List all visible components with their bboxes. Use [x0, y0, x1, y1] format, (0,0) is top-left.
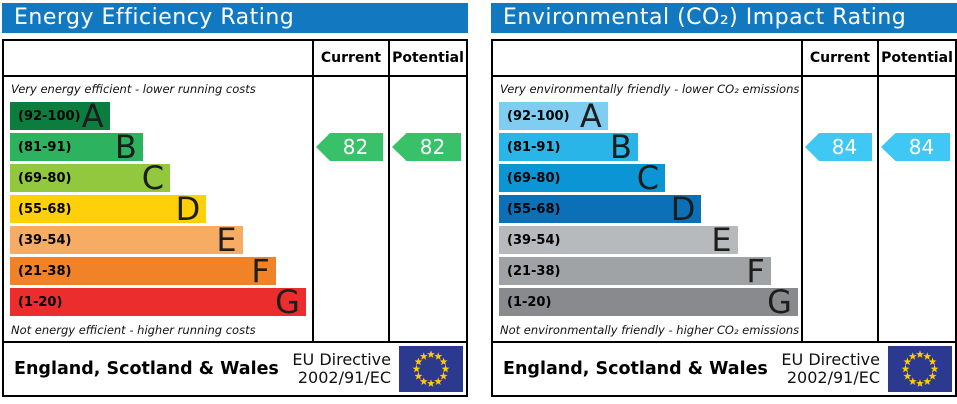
bottom-note: Not environmentally friendly - higher CO…	[500, 323, 800, 337]
empty-header-cell	[493, 41, 801, 75]
rating-table: Current Potential Very energy efficient …	[2, 39, 468, 397]
band-letter: C	[141, 159, 165, 197]
rating-band-a: (92-100) A	[499, 97, 801, 135]
rating-band-f: (21-38) F	[499, 252, 801, 290]
band-letter: F	[251, 252, 270, 290]
potential-column: 82	[388, 77, 466, 341]
band-letter: D	[670, 190, 696, 228]
rating-band-e: (39-54) E	[10, 221, 312, 259]
rating-band-e: (39-54) E	[499, 221, 801, 259]
band-range-label: (21-38)	[507, 263, 561, 279]
band-letter: G	[275, 283, 300, 321]
table-header-row: Current Potential	[493, 41, 955, 77]
band-range-label: (92-100)	[18, 108, 81, 124]
band-letter: F	[746, 252, 765, 290]
band-bar: (1-20) G	[499, 283, 798, 321]
band-range-label: (55-68)	[507, 201, 561, 217]
band-chart: (92-100) A (81-91) B (69-80) C (55-68) D (39-54)…	[499, 97, 801, 321]
potential-rating-arrow: 84	[881, 133, 950, 161]
rating-band-a: (92-100) A	[10, 97, 312, 135]
band-bar: (81-91) B	[499, 128, 638, 166]
eu-directive-label: EU Directive 2002/91/EC	[292, 350, 391, 387]
panel-title: Energy Efficiency Rating	[2, 3, 468, 33]
current-rating-arrow: 84	[805, 133, 872, 161]
band-bar: (1-20) G	[10, 283, 306, 321]
current-column: 84	[801, 77, 877, 341]
band-range-label: (81-91)	[507, 139, 561, 155]
region-label: England, Scotland & Wales	[14, 359, 279, 379]
band-bar: (92-100) A	[499, 97, 608, 135]
band-letter: B	[609, 128, 632, 166]
band-letter: E	[216, 221, 237, 259]
current-header: Current	[312, 41, 388, 75]
rating-band-c: (69-80) C	[499, 159, 801, 197]
band-bar: (69-80) C	[499, 159, 666, 197]
band-range-label: (1-20)	[507, 294, 552, 310]
potential-column: 84	[877, 77, 955, 341]
rating-band-b: (81-91) B	[499, 128, 801, 166]
current-column: 82	[312, 77, 388, 341]
potential-header: Potential	[877, 41, 955, 75]
band-bar: (39-54) E	[499, 221, 738, 259]
band-column: Very environmentally friendly - lower CO…	[493, 77, 801, 341]
band-bar: (55-68) D	[10, 190, 207, 228]
band-bar: (39-54) E	[10, 221, 243, 259]
bottom-note: Not energy efficient - higher running co…	[11, 323, 256, 337]
band-bar: (92-100) A	[10, 97, 110, 135]
band-range-label: (39-54)	[18, 232, 72, 248]
band-bar: (55-68) D	[499, 190, 702, 228]
band-letter: A	[81, 97, 104, 135]
panel-title: Environmental (CO₂) Impact Rating	[491, 3, 957, 33]
panel-footer: England, Scotland & Wales EU Directive 2…	[493, 341, 955, 395]
band-bar: (21-38) F	[499, 252, 771, 290]
band-range-label: (21-38)	[18, 263, 72, 279]
rating-band-c: (69-80) C	[10, 159, 312, 197]
band-range-label: (69-80)	[18, 170, 72, 186]
top-note: Very energy efficient - lower running co…	[11, 82, 256, 96]
band-range-label: (1-20)	[18, 294, 63, 310]
band-letter: C	[636, 159, 660, 197]
band-letter: A	[579, 97, 602, 135]
band-letter: B	[114, 128, 137, 166]
band-bar: (81-91) B	[10, 128, 143, 166]
band-range-label: (69-80)	[507, 170, 561, 186]
energy-efficiency-panel: Energy Efficiency Rating Current Potenti…	[2, 2, 468, 397]
eu-flag-icon	[399, 346, 463, 392]
potential-rating-arrow: 82	[392, 133, 461, 161]
region-label: England, Scotland & Wales	[503, 359, 768, 379]
current-rating-arrow: 82	[316, 133, 383, 161]
band-range-label: (39-54)	[507, 232, 561, 248]
band-column: Very energy efficient - lower running co…	[4, 77, 312, 341]
band-range-label: (92-100)	[507, 108, 570, 124]
rating-band-b: (81-91) B	[10, 128, 312, 166]
table-body-row: Very energy efficient - lower running co…	[4, 77, 466, 341]
rating-band-d: (55-68) D	[499, 190, 801, 228]
table-body-row: Very environmentally friendly - lower CO…	[493, 77, 955, 341]
rating-band-f: (21-38) F	[10, 252, 312, 290]
band-range-label: (81-91)	[18, 139, 72, 155]
band-bar: (69-80) C	[10, 159, 171, 197]
panel-footer: England, Scotland & Wales EU Directive 2…	[4, 341, 466, 395]
band-bar: (21-38) F	[10, 252, 276, 290]
environmental-impact-panel: Environmental (CO₂) Impact Rating Curren…	[491, 2, 957, 397]
potential-header: Potential	[388, 41, 466, 75]
rating-table: Current Potential Very environmentally f…	[491, 39, 957, 397]
table-header-row: Current Potential	[4, 41, 466, 77]
band-letter: E	[711, 221, 732, 259]
band-range-label: (55-68)	[18, 201, 72, 217]
band-chart: (92-100) A (81-91) B (69-80) C (55-68) D (39-54)…	[10, 97, 312, 321]
eu-directive-label: EU Directive 2002/91/EC	[781, 350, 880, 387]
rating-band-g: (1-20) G	[10, 283, 312, 321]
rating-band-g: (1-20) G	[499, 283, 801, 321]
rating-band-d: (55-68) D	[10, 190, 312, 228]
band-letter: D	[175, 190, 201, 228]
empty-header-cell	[4, 41, 312, 75]
current-header: Current	[801, 41, 877, 75]
eu-flag-icon	[888, 346, 952, 392]
top-note: Very environmentally friendly - lower CO…	[500, 82, 800, 96]
band-letter: G	[767, 283, 792, 321]
